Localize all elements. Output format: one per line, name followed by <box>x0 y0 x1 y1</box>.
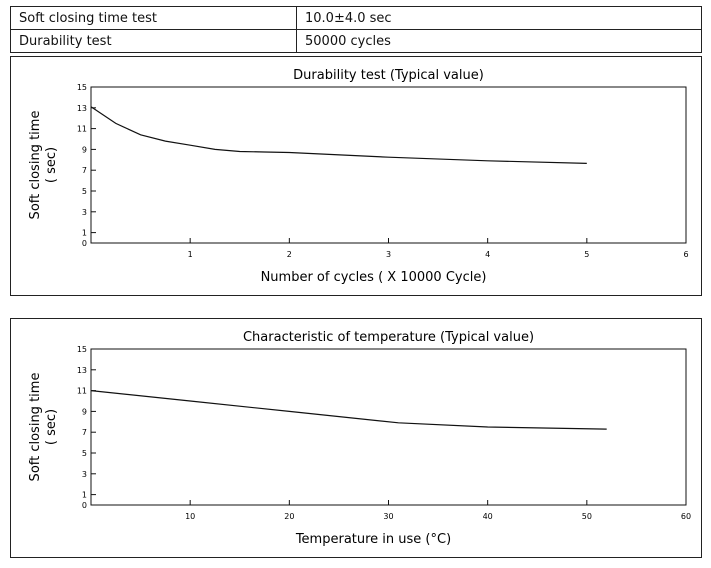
x-tick-label: 1 <box>188 250 193 259</box>
y-tick-label: 7 <box>82 428 87 437</box>
y-tick-label: 11 <box>77 125 87 134</box>
x-tick-label: 10 <box>185 512 195 521</box>
x-tick-label: 20 <box>284 512 294 521</box>
x-tick-label: 40 <box>483 512 493 521</box>
x-tick-label: 60 <box>681 512 691 521</box>
series-line <box>90 390 607 430</box>
x-tick-label: 30 <box>383 512 393 521</box>
x-tick-label: 3 <box>386 250 391 259</box>
x-axis-label: Number of cycles ( X 10000 Cycle) <box>261 270 487 285</box>
x-tick-label: 4 <box>485 250 490 259</box>
spec-row: Soft closing time test 10.0±4.0 sec <box>10 6 702 30</box>
y-tick-label: 0 <box>82 501 87 510</box>
y-axis-label: Soft closing time <box>28 373 43 482</box>
chart-title: Durability test (Typical value) <box>293 68 484 83</box>
y-tick-label: 13 <box>77 366 87 375</box>
series-line <box>90 106 587 164</box>
y-tick-label: 3 <box>82 208 87 217</box>
spec-label: Durability test <box>10 29 297 53</box>
y-tick-label: 5 <box>82 449 87 458</box>
chart-title: Characteristic of temperature (Typical v… <box>243 330 534 345</box>
y-tick-label: 11 <box>77 387 87 396</box>
y-tick-label: 0 <box>82 239 87 248</box>
plot-frame <box>90 86 687 244</box>
temperature-chart: Characteristic of temperature (Typical v… <box>28 330 691 547</box>
y-tick-label: 13 <box>77 104 87 113</box>
x-tick-label: 6 <box>683 250 688 259</box>
y-tick-label: 9 <box>82 407 87 416</box>
plot-frame <box>90 348 687 506</box>
spec-value: 50000 cycles <box>296 29 702 53</box>
spec-row: Durability test 50000 cycles <box>10 29 702 53</box>
y-tick-label: 9 <box>82 145 87 154</box>
y-tick-label: 1 <box>82 229 87 238</box>
x-tick-label: 5 <box>584 250 589 259</box>
y-axis-unit: ( sec) <box>44 147 59 183</box>
x-tick-label: 2 <box>287 250 292 259</box>
y-tick-label: 15 <box>77 345 87 354</box>
spec-table: Soft closing time test 10.0±4.0 sec Dura… <box>10 6 702 53</box>
durability-chart: Durability test (Typical value)013579111… <box>28 68 689 285</box>
durability-chart-panel: Durability test (Typical value) 0 1 3 5 7 9 11 1… <box>10 56 702 296</box>
x-tick-label: 50 <box>582 512 592 521</box>
y-tick-label: 7 <box>82 166 87 175</box>
spec-value: 10.0±4.0 sec <box>296 6 702 30</box>
temperature-chart-panel: Characteristic of temperature (Typical v… <box>10 318 702 558</box>
y-axis-label: Soft closing time <box>28 111 43 220</box>
y-tick-label: 1 <box>82 491 87 500</box>
y-tick-label: 3 <box>82 470 87 479</box>
y-axis-unit: ( sec) <box>44 409 59 445</box>
y-tick-label: 5 <box>82 187 87 196</box>
spec-label: Soft closing time test <box>10 6 297 30</box>
y-tick-label: 15 <box>77 83 87 92</box>
x-axis-label: Temperature in use (°C) <box>295 532 451 547</box>
